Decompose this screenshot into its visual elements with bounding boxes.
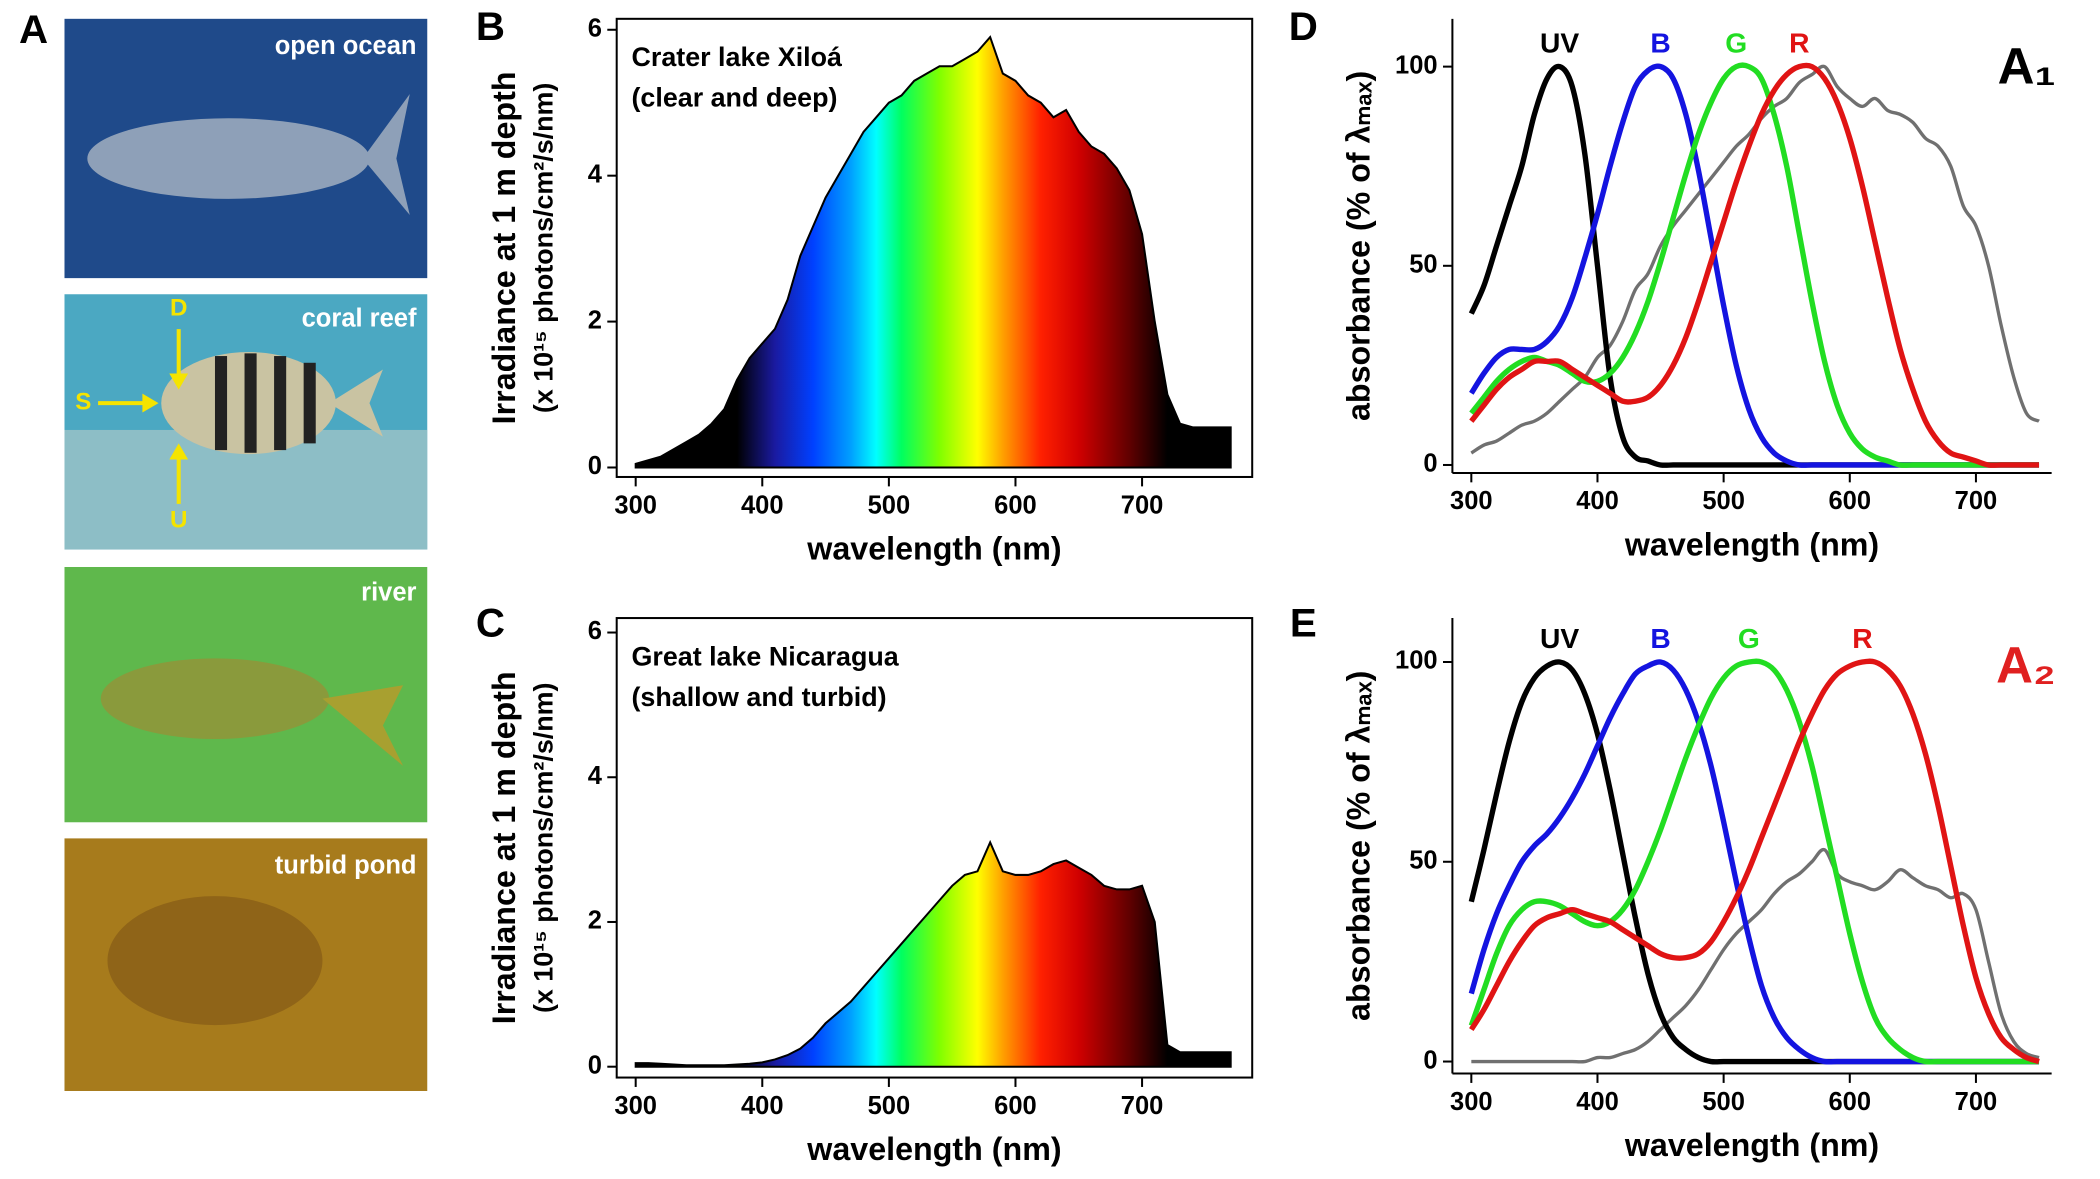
- absorbance-line: [1468, 658, 2040, 1065]
- series-label: UV: [1540, 622, 1579, 654]
- panel-label: D: [1289, 4, 1318, 49]
- panel-label: A: [19, 7, 48, 52]
- fish-tail: [322, 685, 404, 766]
- chart-annotation: (clear and deep): [631, 83, 837, 113]
- x-tick-label: 400: [1576, 1088, 1619, 1116]
- chart-annotation: (shallow and turbid): [631, 682, 886, 712]
- absorbance-line: [1469, 658, 2040, 1065]
- y-axis-title: Irradiance at 1 m depth: [486, 671, 522, 1024]
- series-label: R: [1789, 27, 1809, 59]
- photo-panel: A open ocean coral reef D S U river turb…: [19, 7, 428, 1091]
- y-axis-title: absorbance (% of λₘₐₓ): [1341, 71, 1377, 421]
- y-tick-label: 0: [1423, 450, 1437, 478]
- corner-label: A₁: [1998, 37, 2056, 94]
- x-axis-title: wavelength (nm): [1624, 1127, 1879, 1163]
- y-tick-label: 0: [588, 1051, 602, 1079]
- x-tick-label: 600: [994, 1092, 1037, 1120]
- x-tick-label: 700: [1121, 491, 1164, 519]
- absorbance-line: [1469, 62, 2040, 468]
- absorbance-line: [1471, 847, 2040, 1064]
- x-tick-label: 500: [868, 1092, 911, 1120]
- series-label: UV: [1540, 27, 1579, 59]
- chart-annotation: Great lake Nicaragua: [631, 641, 899, 671]
- absorbance-line: [1468, 659, 2040, 1065]
- photo-label: turbid pond: [275, 851, 417, 879]
- plot-frame: [615, 17, 1254, 478]
- arrow-label: D: [170, 294, 187, 321]
- x-tick-label: 700: [1955, 1088, 1998, 1116]
- x-tick-label: 300: [1450, 1088, 1493, 1116]
- y-tick-label: 0: [1423, 1046, 1437, 1074]
- arrow-label: S: [75, 388, 91, 415]
- y-tick-label: 4: [588, 762, 603, 790]
- series-label: G: [1738, 622, 1760, 654]
- x-tick-label: 600: [1828, 487, 1871, 515]
- x-tick-label: 400: [741, 1092, 784, 1120]
- photo-label: river: [361, 579, 416, 607]
- arrow-label: U: [170, 507, 187, 534]
- fish: [100, 658, 330, 739]
- y-tick-label: 50: [1409, 847, 1437, 875]
- chart-annotation: Crater lake Xiloá: [631, 42, 842, 72]
- x-axis-title: wavelength (nm): [1624, 526, 1879, 562]
- y-axis-title: (x 10¹⁵ photons/cm²/s/nm): [529, 683, 559, 1013]
- corner-label: A₂: [1996, 637, 2056, 694]
- x-tick-label: 700: [1121, 1092, 1164, 1120]
- series-label: B: [1650, 622, 1670, 654]
- y-tick-label: 100: [1395, 51, 1438, 79]
- spectrum-area: [634, 839, 1232, 1068]
- series-label: R: [1852, 622, 1872, 654]
- fish: [87, 118, 370, 199]
- panel-label: B: [476, 4, 505, 49]
- fish-tail: [329, 369, 383, 437]
- fish-tail: [362, 94, 410, 215]
- series-label: G: [1725, 27, 1747, 59]
- spectrum-area: [634, 35, 1232, 469]
- x-tick-label: 600: [994, 491, 1037, 519]
- absorbance-line: [1469, 62, 2040, 468]
- x-tick-label: 500: [1702, 1088, 1745, 1116]
- plot-frame: [615, 617, 1254, 1079]
- x-axis-title: wavelength (nm): [806, 530, 1061, 566]
- y-tick-label: 4: [588, 160, 603, 188]
- x-tick-label: 300: [1450, 487, 1493, 515]
- fish: [107, 896, 323, 1026]
- x-tick-label: 700: [1955, 487, 1998, 515]
- x-tick-label: 300: [614, 491, 657, 519]
- x-tick-label: 300: [614, 1092, 657, 1120]
- x-tick-label: 500: [868, 491, 911, 519]
- y-tick-label: 50: [1409, 251, 1437, 279]
- y-tick-label: 2: [588, 907, 602, 935]
- y-axis-title: Irradiance at 1 m depth: [486, 71, 522, 424]
- x-axis-title: wavelength (nm): [806, 1131, 1061, 1167]
- panel-label: E: [1290, 601, 1317, 646]
- x-tick-label: 600: [1828, 1088, 1871, 1116]
- photo-label: coral reef: [302, 305, 417, 333]
- y-axis-title: (x 10¹⁵ photons/cm²/s/nm): [529, 83, 559, 413]
- y-tick-label: 6: [588, 14, 602, 42]
- y-axis-title: absorbance (% of λₘₐₓ): [1341, 671, 1377, 1021]
- x-tick-label: 400: [1576, 487, 1619, 515]
- panel-label: C: [476, 601, 505, 646]
- y-tick-label: 0: [588, 452, 602, 480]
- x-tick-label: 400: [741, 491, 784, 519]
- x-tick-label: 500: [1702, 487, 1745, 515]
- y-tick-label: 6: [588, 617, 602, 645]
- photo-label: open ocean: [275, 32, 417, 60]
- y-tick-label: 100: [1395, 647, 1438, 675]
- y-tick-label: 2: [588, 306, 602, 334]
- absorbance-line: [1468, 659, 2040, 1065]
- series-label: B: [1650, 27, 1670, 59]
